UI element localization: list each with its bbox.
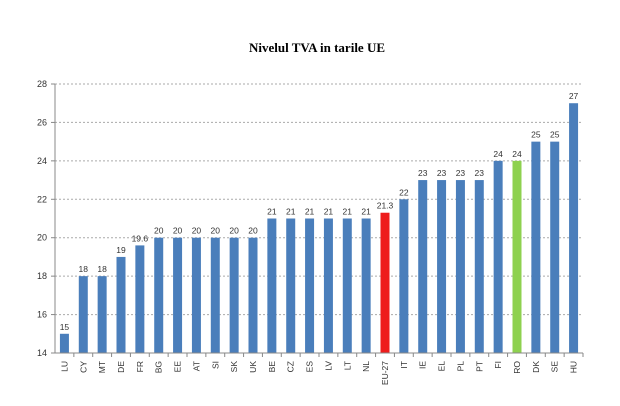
bar-uk <box>248 237 258 353</box>
x-tick-label: AT <box>191 361 201 371</box>
data-label: 20 <box>192 226 202 236</box>
x-tick-label: LU <box>59 361 69 372</box>
x-tick-label: SK <box>229 361 239 373</box>
y-tick-label: 18 <box>37 271 47 281</box>
data-label: 25 <box>550 130 560 140</box>
data-label: 21 <box>361 207 371 217</box>
bar-ie <box>418 180 428 353</box>
data-label: 21 <box>305 207 315 217</box>
x-tick-label: PT <box>474 361 484 372</box>
x-tick-label: IT <box>399 361 409 369</box>
data-label: 21.3 <box>377 201 394 211</box>
x-tick-label: DK <box>531 361 541 373</box>
x-tick-label: HU <box>569 361 579 373</box>
data-label: 18 <box>97 264 107 274</box>
x-tick-label: MT <box>97 361 107 373</box>
bar-el <box>437 180 447 353</box>
data-label: 20 <box>211 226 221 236</box>
data-label: 25 <box>531 130 541 140</box>
bar-de <box>116 256 126 353</box>
data-label: 18 <box>79 264 89 274</box>
bar-mt <box>97 276 107 353</box>
y-tick-label: 24 <box>37 156 47 166</box>
bar-ro <box>512 160 522 353</box>
data-label: 19 <box>116 245 126 255</box>
data-label: 23 <box>456 168 466 178</box>
data-label: 22 <box>399 187 409 197</box>
x-tick-label: FR <box>135 361 145 372</box>
data-label: 20 <box>154 226 164 236</box>
bar-lu <box>59 333 69 353</box>
x-tick-label: ES <box>305 361 315 373</box>
data-label: 24 <box>512 149 522 159</box>
y-axis: 14 16 18 20 22 24 26 28 <box>37 79 56 358</box>
bar-es <box>305 218 315 353</box>
y-tick-label: 20 <box>37 233 47 243</box>
x-tick-label: PL <box>455 361 465 372</box>
x-tick-label: IE <box>418 361 428 369</box>
x-tick-label: EU-27 <box>380 361 390 385</box>
data-label: 21 <box>343 207 353 217</box>
y-tick-label: 16 <box>37 310 47 320</box>
bar-pl <box>455 180 465 353</box>
data-label: 20 <box>248 226 258 236</box>
y-tick-label: 22 <box>37 194 47 204</box>
data-label: 19.6 <box>132 233 149 243</box>
bar-nl <box>361 218 371 353</box>
bar-cy <box>78 276 88 353</box>
x-tick-label: FI <box>493 361 503 369</box>
bar-fi <box>493 160 503 353</box>
x-tick-label: UK <box>248 361 258 373</box>
bar-se <box>550 141 560 353</box>
x-tick-label: SE <box>550 361 560 373</box>
y-tick-label: 26 <box>37 117 47 127</box>
x-tick-label: CY <box>78 361 88 373</box>
data-label: 23 <box>437 168 447 178</box>
bar-be <box>267 218 277 353</box>
x-tick-label: BG <box>154 361 164 373</box>
bar-hu <box>569 103 579 353</box>
gridlines <box>55 83 583 316</box>
data-label: 21 <box>324 207 334 217</box>
x-tick-label: NL <box>361 361 371 372</box>
data-label: 20 <box>229 226 239 236</box>
bar-lv <box>323 218 333 353</box>
x-tick-label: LV <box>323 361 333 371</box>
bar-sk <box>229 237 239 353</box>
bar-dk <box>531 141 541 353</box>
x-tick-label: EL <box>437 361 447 372</box>
bar-bg <box>154 237 164 353</box>
x-tick-label: LT <box>342 361 352 370</box>
data-label: 21 <box>267 207 277 217</box>
bar-pt <box>474 180 484 353</box>
x-tick-label: DE <box>116 361 126 373</box>
bar-it <box>399 199 409 353</box>
bar-fr <box>135 245 145 353</box>
y-tick-label: 14 <box>37 348 47 358</box>
bar-si <box>210 237 220 353</box>
bars: 15 18 18 19 19.6 20 20 20 20 20 20 21 21 21 21 21 21 21.3… <box>60 91 579 353</box>
data-label: 23 <box>475 168 485 178</box>
x-tick-label: SI <box>210 361 220 369</box>
data-label: 23 <box>418 168 428 178</box>
x-axis: LU CY MT DE FR BG EE AT SI SK UK BE CZ ES LV LT NL EU-27 I… <box>55 352 584 385</box>
y-tick-label: 28 <box>37 79 47 89</box>
data-label: 27 <box>569 91 579 101</box>
chart-title: Nivelul TVA in tarile UE <box>249 40 385 55</box>
x-tick-label: CZ <box>286 361 296 372</box>
bar-at <box>191 237 201 353</box>
x-tick-label: BE <box>267 361 277 373</box>
bar-lt <box>342 218 352 353</box>
data-label: 24 <box>493 149 503 159</box>
data-label: 15 <box>60 322 70 332</box>
x-tick-label: EE <box>173 361 183 373</box>
data-label: 20 <box>173 226 183 236</box>
bar-eu-27 <box>380 212 390 353</box>
bar-ee <box>173 237 183 353</box>
bar-cz <box>286 218 296 353</box>
x-tick-label: RO <box>512 361 522 374</box>
data-label: 21 <box>286 207 296 217</box>
